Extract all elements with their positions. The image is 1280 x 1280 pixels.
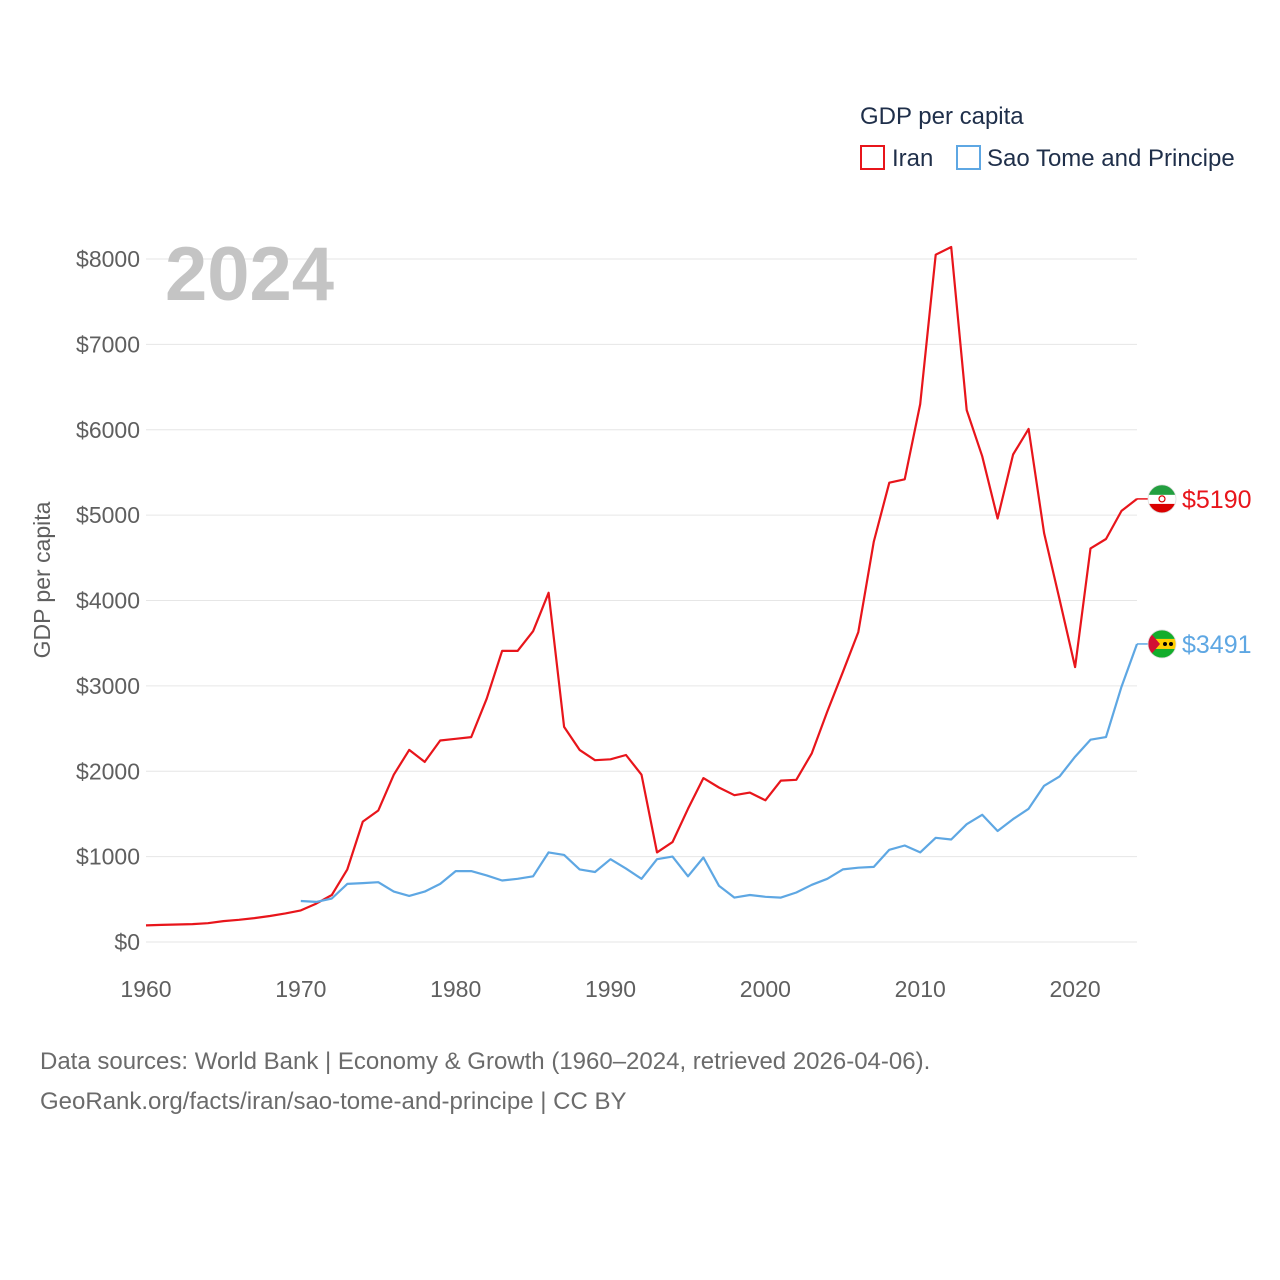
attribution-link[interactable]: GeoRank.org/facts/iran/sao-tome-and-prin… <box>40 1088 627 1115</box>
y-tick-label: $4000 <box>76 588 140 614</box>
legend-label-iran: Iran <box>892 145 933 172</box>
legend: GDP per capita Iran Sao Tome and Princip… <box>860 103 1235 172</box>
grid-lines <box>146 258 1137 943</box>
y-tick-label: $2000 <box>76 758 140 784</box>
y-tick-label: $8000 <box>76 246 140 272</box>
x-tick-label: 1980 <box>430 976 481 1002</box>
x-tick-label: 2010 <box>895 976 946 1002</box>
x-tick-label: 2000 <box>740 976 791 1002</box>
x-tick-label: 1990 <box>585 976 636 1002</box>
end-value-label: $5190 <box>1182 486 1252 514</box>
series-lines <box>145 245 1139 927</box>
y-tick-label: $6000 <box>76 417 140 443</box>
series-line-sao-tome <box>300 643 1139 904</box>
x-tick-label: 1960 <box>120 976 171 1002</box>
sao-tome-flag-icon <box>1147 629 1177 659</box>
legend-item-iran[interactable]: Iran <box>860 145 933 172</box>
data-source-text: Data sources: World Bank | Economy & Gro… <box>40 1048 931 1075</box>
legend-item-sao-tome[interactable]: Sao Tome and Principe <box>956 145 1235 172</box>
y-tick-label: $0 <box>114 929 140 955</box>
end-markers: $5190 $3491 <box>1137 484 1252 659</box>
x-tick-label: 1970 <box>275 976 326 1002</box>
y-tick-label: $5000 <box>76 502 140 528</box>
y-tick-label: $3000 <box>76 673 140 699</box>
x-axis-ticks: 1960 1970 1980 1990 2000 2010 2020 <box>120 976 1100 1002</box>
iran-flag-icon <box>1147 484 1177 514</box>
legend-swatch-iran <box>860 145 885 170</box>
y-tick-label: $7000 <box>76 331 140 357</box>
x-tick-label: 2020 <box>1049 976 1100 1002</box>
y-tick-label: $1000 <box>76 844 140 870</box>
y-axis-title: GDP per capita <box>29 501 55 658</box>
legend-swatch-sao-tome <box>956 145 981 170</box>
series-line-iran <box>145 245 1138 927</box>
legend-label-sao-tome: Sao Tome and Principe <box>987 145 1235 172</box>
gdp-line-chart: 2024 $0 $1000 $2000 $3000 $4000 $5000 $6000 $70… <box>29 103 1252 1002</box>
legend-title: GDP per capita <box>860 103 1024 130</box>
year-watermark: 2024 <box>165 232 334 317</box>
end-value-label: $3491 <box>1182 631 1252 659</box>
y-axis-ticks: $0 $1000 $2000 $3000 $4000 $5000 $6000 $7000 $80… <box>76 246 140 955</box>
footer: Data sources: World Bank | Economy & Gro… <box>40 1042 930 1122</box>
